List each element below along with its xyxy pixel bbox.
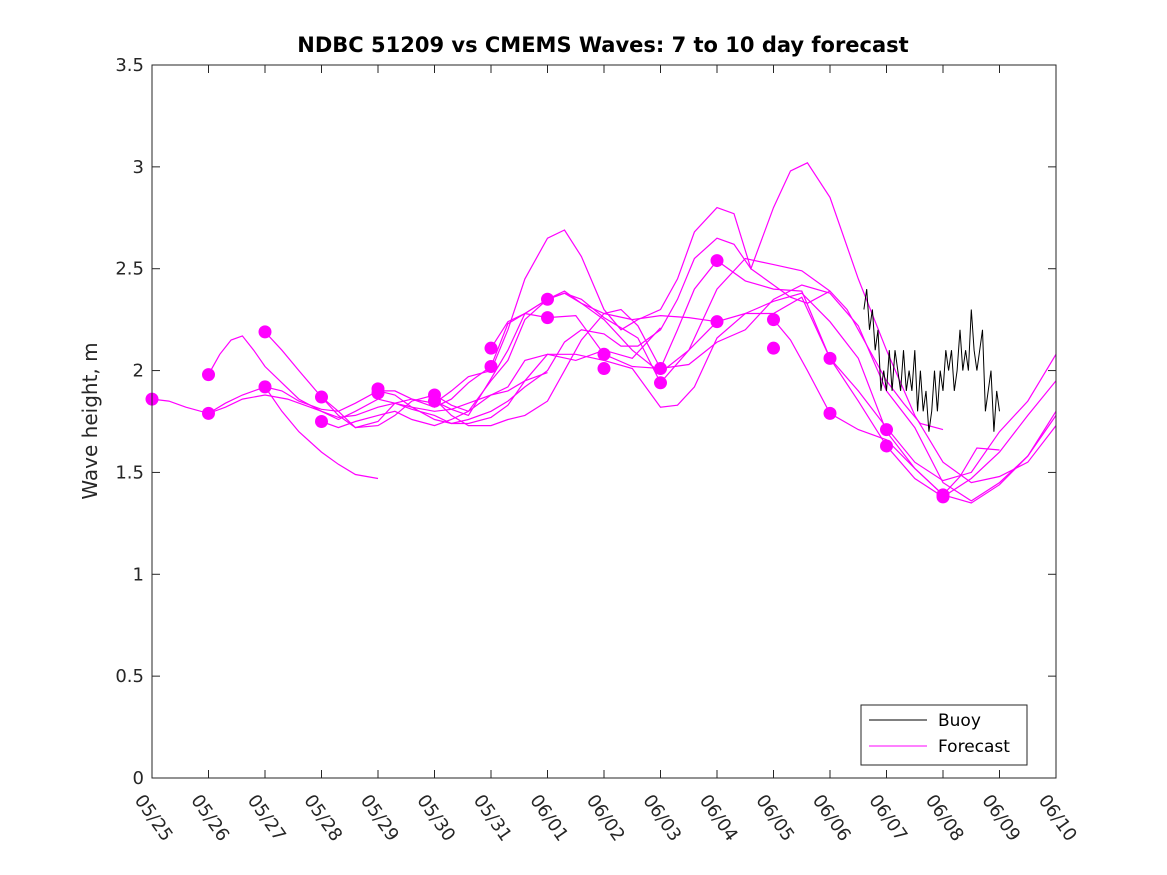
forecast-start-marker — [767, 341, 780, 355]
forecast-start-marker — [258, 380, 272, 394]
y-axis-label: Wave height, m — [78, 342, 102, 499]
forecast-start-marker — [484, 341, 498, 355]
forecast-line-9 — [434, 284, 1057, 502]
legend-forecast-label: Forecast — [938, 737, 1010, 757]
plot-area — [152, 65, 1056, 778]
forecast-start-marker — [880, 439, 893, 453]
forecast-line-1 — [151, 372, 548, 419]
forecast-start-marker — [315, 415, 328, 428]
legend-buoy-label: Buoy — [938, 711, 981, 731]
forecast-start-marker — [541, 311, 554, 325]
y-tick-label: 3 — [133, 157, 144, 178]
forecast-start-marker — [428, 394, 441, 408]
forecast-start-marker — [484, 359, 498, 373]
forecast-start-marker — [202, 368, 215, 382]
forecast-start-marker — [541, 292, 554, 306]
forecast-start-marker — [654, 376, 667, 390]
legend: Buoy Forecast — [860, 704, 1028, 766]
forecast-line-11 — [490, 259, 1057, 482]
y-tick-label: 0 — [133, 768, 144, 789]
forecast-start-marker — [936, 490, 950, 504]
y-tick-label: 2.5 — [115, 259, 144, 280]
forecast-start-marker — [371, 386, 385, 400]
forecast-start-marker — [315, 390, 328, 404]
forecast-start-marker — [880, 423, 893, 437]
forecast-start-marker — [823, 351, 837, 365]
forecast-start-marker — [202, 406, 215, 420]
buoy-line — [863, 289, 1000, 432]
y-tick-label: 3.5 — [115, 55, 144, 76]
y-tick-label: 0.5 — [115, 666, 144, 687]
forecast-line-5 — [264, 386, 379, 480]
forecast-line-6 — [321, 206, 944, 431]
y-tick-label: 1 — [133, 564, 144, 585]
forecast-start-marker — [767, 313, 780, 327]
forecast-line-3 — [208, 292, 718, 414]
series-layer — [145, 162, 1057, 504]
forecast-line-8 — [377, 162, 1057, 484]
y-tick-label: 1.5 — [115, 462, 144, 483]
forecast-start-marker — [654, 362, 667, 376]
forecast-start-marker — [597, 347, 611, 361]
forecast-start-marker — [597, 362, 611, 376]
forecast-line-10 — [434, 292, 1057, 498]
y-tick-label: 2 — [133, 361, 144, 382]
forecast-start-marker — [710, 315, 724, 329]
forecast-start-marker — [823, 406, 837, 420]
chart-title: NDBC 51209 vs CMEMS Waves: 7 to 10 day f… — [297, 33, 908, 57]
forecast-start-marker — [258, 325, 272, 339]
legend-box — [860, 704, 1028, 766]
forecast-line-7 — [321, 292, 1057, 504]
forecast-line-4 — [264, 257, 831, 429]
forecast-start-marker — [710, 254, 724, 268]
